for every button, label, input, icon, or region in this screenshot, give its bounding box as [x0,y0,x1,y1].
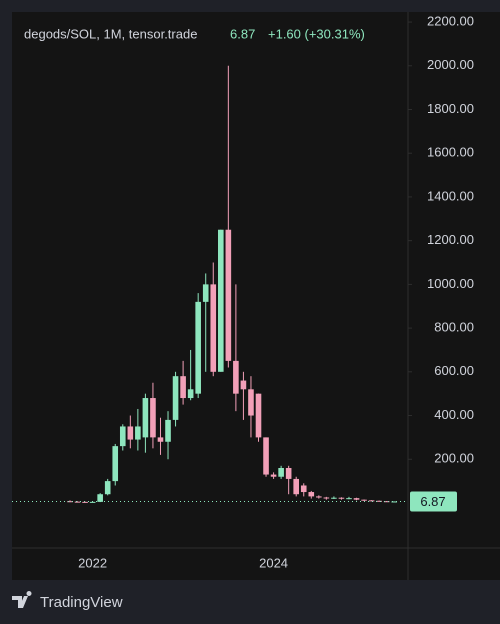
candle-body [308,492,315,497]
last-price-label: 6.87 [420,494,445,509]
candle-body [157,437,164,442]
candle-body [376,500,382,502]
candle-body [323,497,330,499]
candle-body [180,376,186,399]
candle-body [293,478,299,495]
candle-body [225,229,232,361]
candle-body [74,501,81,503]
y-tick-label: 600.00 [434,363,474,378]
y-tick-label: 800.00 [434,320,474,335]
y-tick-label: 1200.00 [427,232,474,247]
price-change: +1.60 (+30.31%) [268,26,365,41]
candle-body [361,499,367,501]
candle-body [353,498,360,500]
brand-logo [12,591,32,608]
candle-body [150,398,156,438]
candle-body [202,284,209,302]
chart-background [12,12,500,580]
candle-body [263,437,269,475]
candle-body [89,501,96,503]
x-tick-label: 2022 [78,555,107,570]
candle-body [97,494,103,502]
candle-body [338,497,345,499]
y-tick-label: 1600.00 [427,145,474,160]
candle-body [142,398,149,438]
candle-body [119,426,126,447]
candle-body [316,496,322,498]
candle-body [248,389,254,416]
candle-body [172,376,179,420]
candle-body [218,229,224,372]
candle-body [135,426,141,440]
y-tick-label: 200.00 [434,451,474,466]
candle-body [255,393,262,438]
last-price: 6.87 [230,26,255,41]
chart-title: degods/SOL, 1M, tensor.trade [24,26,197,41]
candle-body [278,467,284,477]
candle-body [112,446,119,482]
candle-body [346,498,352,500]
y-tick-label: 1000.00 [427,276,474,291]
candle-body [391,501,398,503]
candle-body [300,485,307,493]
candle-body [104,481,111,495]
candle-body [383,501,390,503]
y-tick-label: 1800.00 [427,101,474,116]
candle-body [67,501,73,503]
candle-body [240,380,247,390]
y-tick-label: 2200.00 [427,13,474,28]
candle-body [270,474,277,477]
last-price-box [410,491,457,512]
candle-body [233,360,239,394]
candle-body [82,501,88,503]
candle-body [285,467,292,479]
y-tick-label: 2000.00 [427,57,474,72]
candle-body [195,301,201,394]
candle-body [331,497,337,499]
candle-body [210,284,217,372]
candle-body [187,389,194,399]
candle-body [165,419,171,442]
candle-body [127,426,134,440]
x-tick-label: 2024 [259,555,288,570]
y-tick-label: 1400.00 [427,188,474,203]
brand-name: TradingView [40,594,123,611]
candle-body [368,500,375,502]
y-tick-label: 400.00 [434,407,474,422]
